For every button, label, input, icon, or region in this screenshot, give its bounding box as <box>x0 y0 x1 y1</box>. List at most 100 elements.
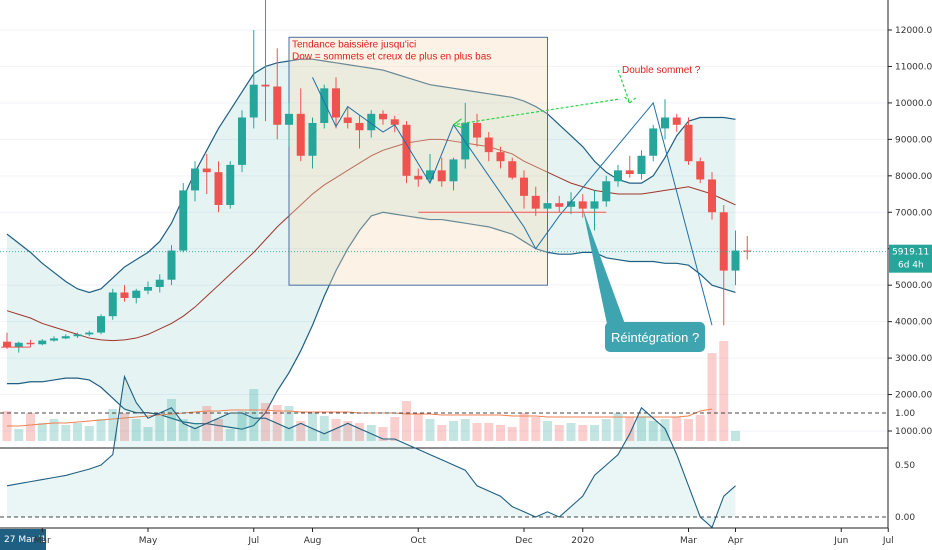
candle-body <box>473 122 481 138</box>
candle-body <box>85 332 94 335</box>
volume-bar <box>566 423 576 441</box>
osc-fill <box>7 376 736 528</box>
volume-bar <box>402 401 411 441</box>
time-tick-label: Jul <box>882 536 894 546</box>
reint-pointer <box>582 208 625 324</box>
candle-body <box>120 292 129 298</box>
candle-body <box>543 203 552 209</box>
candle-body <box>708 179 716 213</box>
volume-bar <box>155 416 165 441</box>
bb-middle-line <box>6 138 736 342</box>
candle-body <box>602 181 611 202</box>
candle-body <box>625 170 634 174</box>
time-tick-label: Aug <box>304 536 322 546</box>
candle-body <box>719 212 728 271</box>
date-tag <box>0 529 46 550</box>
time-tick-label: Apr <box>728 536 744 546</box>
candle-body <box>355 122 364 131</box>
volume-bar <box>296 421 306 441</box>
volume-bar <box>425 419 435 441</box>
candles <box>3 0 752 353</box>
candle-body <box>437 170 446 182</box>
reintegration-annotation: Réintégration ? <box>611 330 699 345</box>
volume-bar <box>519 413 529 441</box>
candle-body <box>226 164 235 205</box>
time-tick-label: Oct <box>410 536 426 546</box>
candle-body <box>496 152 505 162</box>
drawings <box>1 69 713 352</box>
double-top-arrow <box>453 98 619 126</box>
price-tick-label: 8000.00 <box>895 172 932 182</box>
candle-body <box>296 113 305 156</box>
time-tick-label: Mar <box>34 536 51 546</box>
volume-bar <box>695 415 705 441</box>
volume-bar <box>167 399 176 441</box>
candle-body <box>367 113 376 131</box>
candle-body <box>73 334 82 337</box>
volume-bar <box>554 425 564 441</box>
volume-bar <box>237 411 247 441</box>
candle-body <box>614 170 622 182</box>
candle-body <box>520 177 528 196</box>
osc-tick-label: 0.00 <box>895 513 915 523</box>
candle-body <box>508 161 517 178</box>
candle-body <box>14 342 23 348</box>
volume-bar <box>143 427 153 441</box>
last-price-tag <box>889 244 932 273</box>
volume-bar <box>49 419 59 441</box>
volume-bar <box>96 419 106 441</box>
candle-body <box>379 113 387 120</box>
candle-body <box>390 119 399 125</box>
osc-tick-label: 0.50 <box>895 461 915 471</box>
time-tick-label: Dec <box>515 536 532 546</box>
price-tick-label: 3000.00 <box>895 354 932 364</box>
candle-body <box>202 168 211 173</box>
trend-title-annotation: Tendance baissière jusqu'ici <box>292 39 416 50</box>
volume-bar <box>26 413 35 441</box>
candle-body <box>238 117 246 165</box>
trend-sub-annotation: Dow = sommets et creux de plus en plus b… <box>292 51 491 62</box>
volume-bar <box>484 423 494 441</box>
candle-body <box>144 287 152 291</box>
volume-bar <box>531 417 541 441</box>
bb-lower-line <box>7 211 736 430</box>
volume-bar <box>249 389 259 441</box>
candle-body <box>743 250 752 252</box>
volume-bar <box>190 423 200 441</box>
time-tick-label: 2020 <box>571 536 594 546</box>
candle-body <box>590 201 599 209</box>
volume-bar <box>355 423 364 441</box>
volume-bar <box>543 421 552 441</box>
volume-bar <box>460 419 470 441</box>
candle-body <box>672 117 681 125</box>
candle-body <box>214 172 223 205</box>
candle-body <box>649 128 658 156</box>
candle-body <box>320 88 329 123</box>
candle-body <box>108 292 117 317</box>
band-fill <box>7 59 736 430</box>
candle-body <box>426 170 434 180</box>
candle-body <box>661 117 669 129</box>
osc-line <box>6 374 736 529</box>
volume-bar <box>319 416 329 441</box>
volume-bar <box>472 423 482 441</box>
volume-bar <box>73 423 82 441</box>
candle-body <box>555 203 564 207</box>
candle-body <box>261 84 270 87</box>
volume-bar <box>284 406 294 441</box>
volume-bar <box>684 419 693 441</box>
volume-bar <box>120 413 129 441</box>
candle-body <box>343 117 352 123</box>
price-tick-label: 4000.00 <box>895 318 932 328</box>
last-price-countdown: 6d 4h <box>898 261 924 271</box>
volume-bar <box>108 409 118 441</box>
time-tick-label: Jul <box>247 536 259 546</box>
time-tick-label: May <box>139 536 158 546</box>
volume-bar <box>437 425 447 441</box>
time-tick-label: Jun <box>833 536 848 546</box>
volume-bar <box>178 419 188 441</box>
double-top-arrow-2 <box>617 69 637 104</box>
volume-bar <box>225 429 235 441</box>
